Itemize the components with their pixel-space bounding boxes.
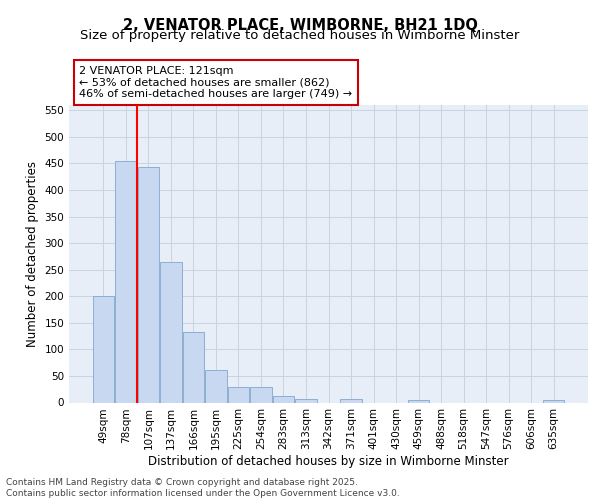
X-axis label: Distribution of detached houses by size in Wimborne Minster: Distribution of detached houses by size … xyxy=(148,455,509,468)
Text: 2, VENATOR PLACE, WIMBORNE, BH21 1DQ: 2, VENATOR PLACE, WIMBORNE, BH21 1DQ xyxy=(122,18,478,32)
Bar xyxy=(543,400,565,402)
Bar xyxy=(92,296,114,403)
Bar xyxy=(160,262,182,402)
Bar xyxy=(205,370,227,402)
Bar xyxy=(115,161,137,402)
Bar xyxy=(137,167,159,402)
Bar xyxy=(408,400,429,402)
Text: Size of property relative to detached houses in Wimborne Minster: Size of property relative to detached ho… xyxy=(80,29,520,42)
Bar xyxy=(250,387,272,402)
Bar xyxy=(340,400,362,402)
Bar xyxy=(182,332,204,402)
Bar xyxy=(295,399,317,402)
Text: Contains HM Land Registry data © Crown copyright and database right 2025.
Contai: Contains HM Land Registry data © Crown c… xyxy=(6,478,400,498)
Text: 2 VENATOR PLACE: 121sqm
← 53% of detached houses are smaller (862)
46% of semi-d: 2 VENATOR PLACE: 121sqm ← 53% of detache… xyxy=(79,66,353,99)
Bar xyxy=(228,387,249,402)
Y-axis label: Number of detached properties: Number of detached properties xyxy=(26,161,39,347)
Bar xyxy=(273,396,294,402)
